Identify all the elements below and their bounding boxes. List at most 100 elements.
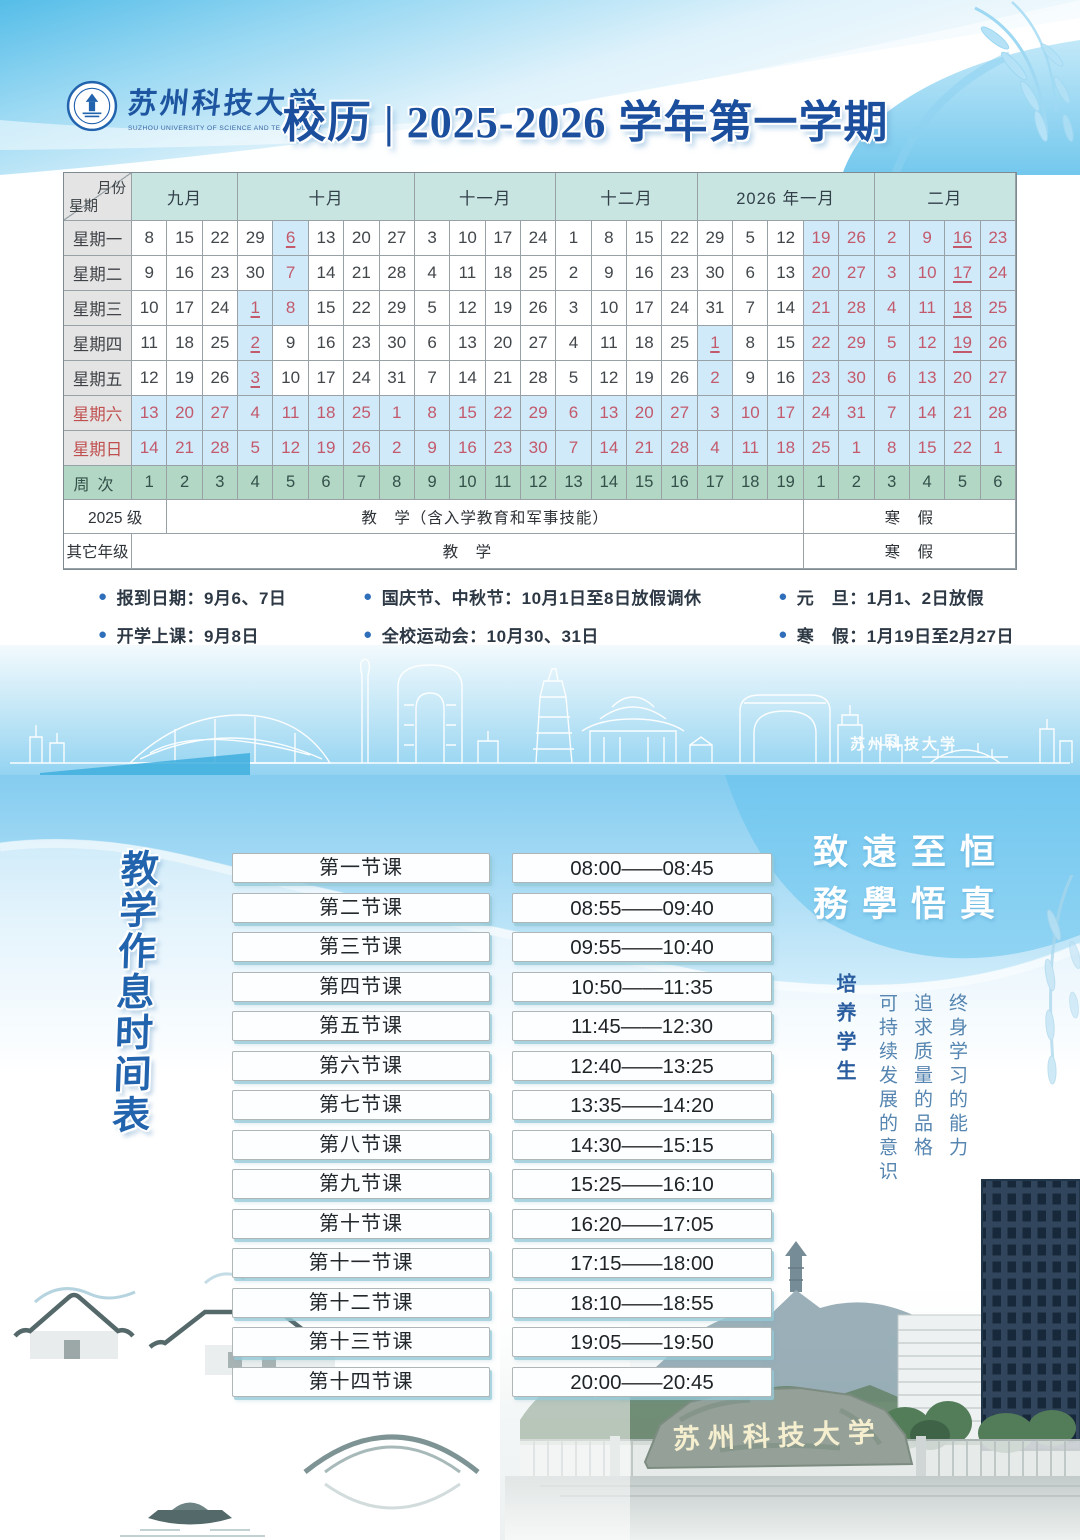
date-cell: 21	[485, 361, 521, 396]
date-cell: 2	[379, 431, 415, 466]
values-item: 可持续发展的意识	[876, 993, 897, 1185]
week-number-cell: 13	[556, 466, 592, 500]
week-number-cell: 15	[627, 466, 663, 500]
date-cell: 3	[556, 291, 592, 326]
date-cell: 16	[627, 256, 663, 291]
week-number-cell: 9	[414, 466, 451, 500]
date-cell: 4	[238, 396, 274, 431]
date-cell: 14	[132, 431, 168, 466]
week-number-cell: 19	[768, 466, 804, 500]
date-cell: 28	[980, 396, 1016, 431]
note-item: ● 国庆节、中秋节：10月1日至8日放假调休	[363, 584, 701, 609]
calendar-corner-cell: 月份 星期	[64, 173, 132, 221]
date-cell: 12	[450, 291, 486, 326]
date-cell: 13	[308, 221, 345, 256]
date-cell: 31	[697, 291, 734, 326]
date-cell: 7	[556, 431, 592, 466]
date-cell: 29	[697, 221, 734, 256]
date-cell: 18	[308, 396, 345, 431]
date-cell: 26	[980, 326, 1016, 361]
date-cell: 21	[167, 431, 203, 466]
period-name-bar: 第六节课	[232, 1050, 490, 1081]
period-time-bar: 11:45——12:30	[512, 1011, 772, 1041]
date-cell: 22	[803, 326, 840, 361]
period-name-bar: 第十节课	[232, 1208, 490, 1239]
period-time-bar: 19:05——19:50	[512, 1327, 772, 1357]
date-cell: 29	[839, 326, 875, 361]
date-cell: 29	[379, 291, 415, 326]
university-name-en: SUZHOU UNIVERSITY OF SCIENCE AND TECHNOL…	[128, 125, 322, 132]
date-cell: 16	[308, 326, 345, 361]
week-number-cell: 16	[662, 466, 698, 500]
date-cell: 16	[167, 256, 203, 291]
values-item: 追求质量的品格	[911, 993, 932, 1161]
date-cell: 6	[874, 361, 910, 396]
period-name-bar: 第一节课	[232, 853, 490, 883]
date-cell: 21	[803, 291, 840, 326]
date-cell: 19	[627, 361, 663, 396]
date-cell: 27	[379, 221, 415, 256]
schedule-row: 第三节课 09:55——10:40	[232, 932, 772, 962]
date-cell: 14	[909, 396, 946, 431]
period-time-bar: 18:10——18:55	[512, 1287, 772, 1318]
schedule-row: 第十节课 16:20——17:05	[232, 1208, 772, 1239]
date-cell: 9	[132, 256, 168, 291]
period-time-bar: 09:55——10:40	[512, 932, 772, 962]
date-cell: 9	[909, 221, 946, 256]
period-name-bar: 第十三节课	[232, 1327, 490, 1357]
date-cell: 17	[485, 221, 521, 256]
period-time-bar: 10:50——11:35	[512, 971, 772, 1002]
day-label: 星期五	[64, 361, 132, 396]
week-number-cell: 10	[450, 466, 486, 500]
week-number-cell: 1	[803, 466, 840, 500]
date-cell: 14	[308, 256, 345, 291]
date-cell: 22	[662, 221, 698, 256]
date-cell: 15	[768, 326, 804, 361]
date-cell: 24	[520, 221, 557, 256]
date-cell: 24	[662, 291, 698, 326]
date-cell: 17	[308, 361, 345, 396]
note-text: 全校运动会：10月30、31日	[381, 627, 599, 646]
calendar-table: 月份 星期 九月 十月 十一月 十二月 2026 年一月 二月 星期一 8 15 22 29 6 13 20 2…	[63, 172, 1017, 570]
date-cell: 6	[556, 396, 592, 431]
date-cell: 13	[450, 326, 486, 361]
date-cell: 31	[839, 396, 875, 431]
period-name-bar: 第十一节课	[232, 1248, 490, 1278]
week-number-cell: 6	[308, 466, 345, 500]
period-name-bar: 第十四节课	[232, 1366, 490, 1397]
week-number-cell: 17	[697, 466, 734, 500]
date-cell: 14	[768, 291, 804, 326]
date-cell: 8	[414, 396, 451, 431]
date-cell: 26	[520, 291, 557, 326]
date-cell: 26	[202, 361, 239, 396]
bullet-icon: ●	[98, 626, 108, 643]
gate-calligraphy: 苏州科技大学	[672, 1416, 883, 1454]
date-cell: 1	[839, 431, 875, 466]
note-text: 开学上课：9月8日	[116, 627, 259, 646]
period-time-bar: 13:35——14:20	[512, 1090, 772, 1120]
date-cell: 2	[874, 221, 910, 256]
date-cell: 7	[733, 291, 769, 326]
date-cell: 10	[909, 256, 946, 291]
period-time-bar: 08:00——08:45	[512, 853, 772, 883]
date-cell: 9	[273, 326, 309, 361]
date-cell: 13	[132, 396, 168, 431]
suzhou-skyline-art: 苏州科技大学	[0, 645, 1080, 775]
date-cell: 11	[909, 291, 946, 326]
values-item: 终身学习的能力	[946, 993, 967, 1161]
date-cell: 15	[167, 221, 203, 256]
date-cell: 10	[450, 221, 486, 256]
date-cell: 4	[697, 431, 734, 466]
schedule-row: 第十二节课 18:10——18:55	[232, 1287, 772, 1318]
date-cell: 22	[344, 291, 380, 326]
day-label: 星期二	[64, 256, 132, 291]
education-values-vertical-text: 培养学生 可持续发展的意识 追求质量的品格 终身学习的能力	[830, 973, 978, 1233]
date-cell: 6	[273, 221, 309, 256]
teaching-span-cell: 教 学（含入学教育和军事技能）	[167, 500, 804, 534]
date-cell: 27	[520, 326, 557, 361]
month-header: 2026 年一月	[697, 173, 875, 221]
date-cell: 18	[485, 256, 521, 291]
date-cell: 18	[945, 291, 981, 326]
date-cell: 2	[556, 256, 592, 291]
schedule-list: 第一节课 08:00——08:45 第二节课 08:55——09:40 第三节课 09:5…	[232, 853, 772, 1406]
